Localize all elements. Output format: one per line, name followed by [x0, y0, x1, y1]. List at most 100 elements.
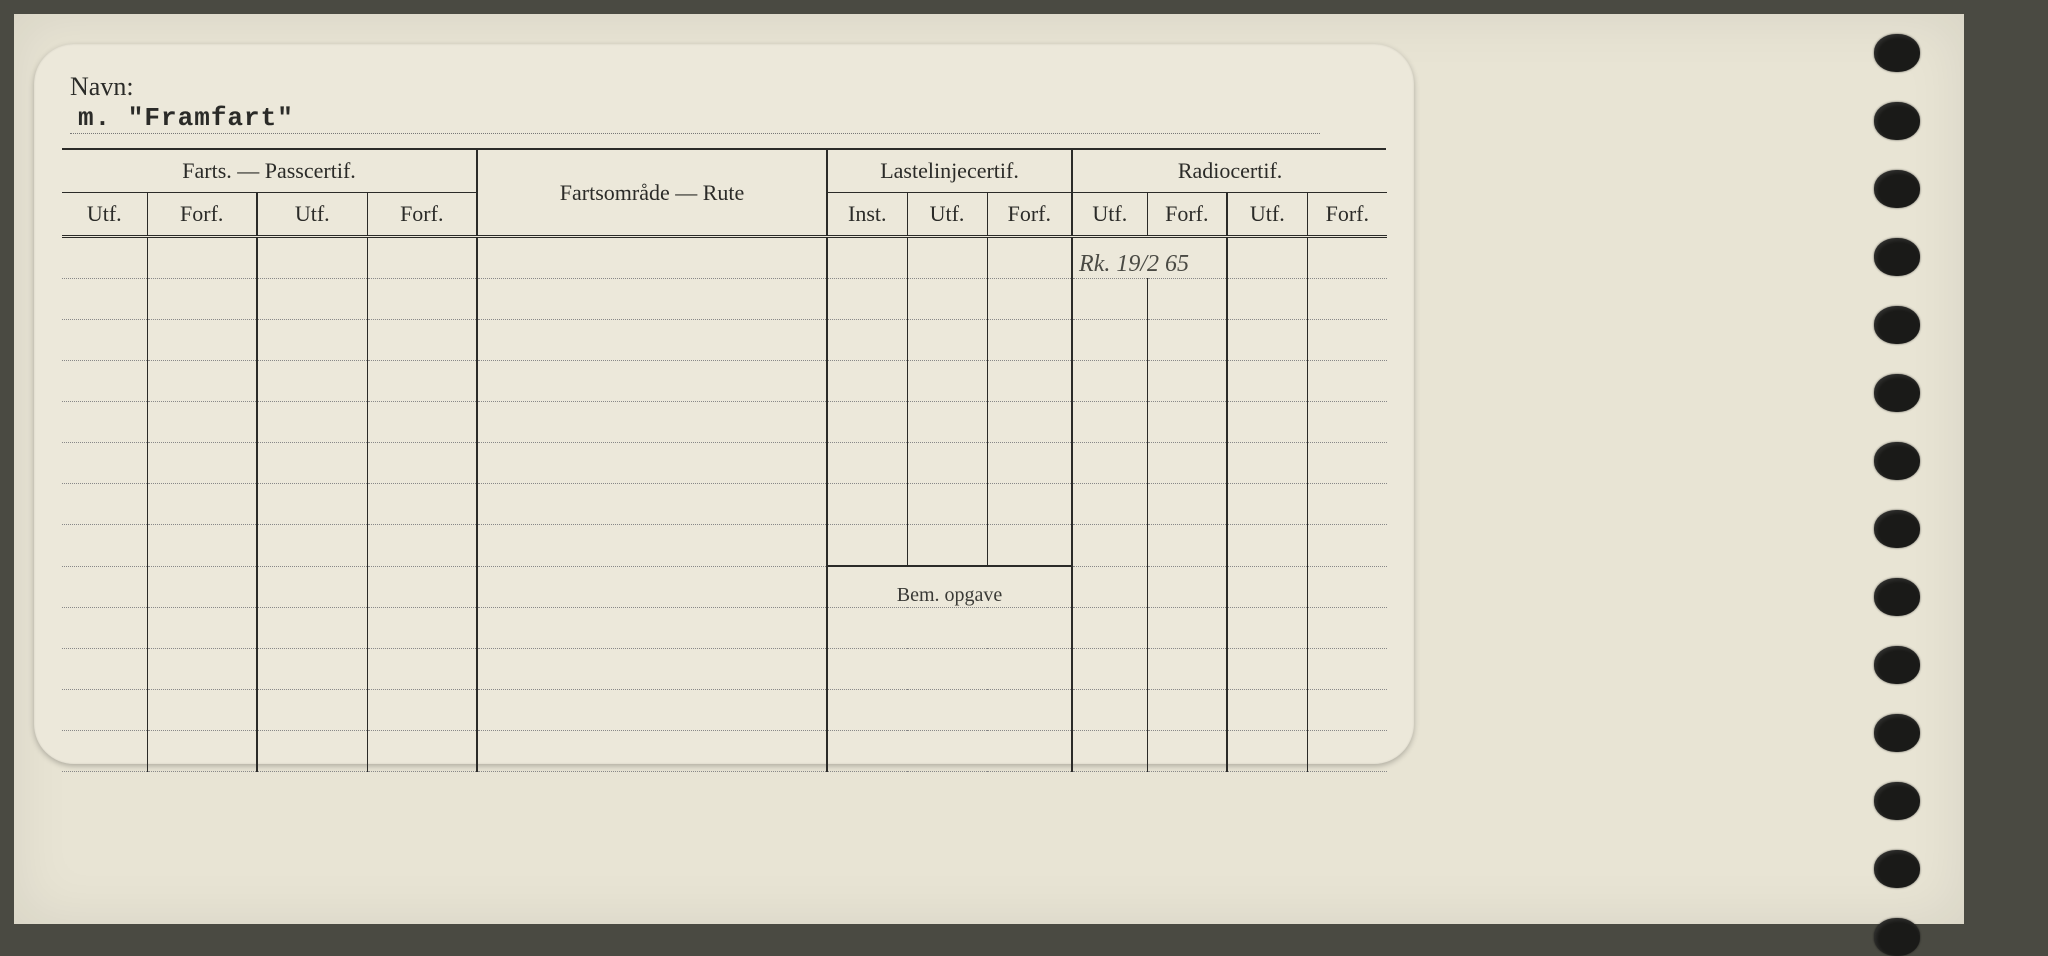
col-laste-forf: Forf.: [987, 193, 1072, 237]
binder-hole: [1874, 102, 1920, 140]
cell-radio: [1072, 279, 1147, 320]
cell-radio: [1227, 279, 1307, 320]
cell-laste: [907, 484, 987, 525]
navn-value: m. "Framfart": [70, 103, 294, 133]
header-bem-opgave: Bem. opgave: [827, 566, 1072, 608]
cell-radio: [1307, 320, 1387, 361]
cell-radio: [1227, 731, 1307, 772]
cell-radio: [1072, 361, 1147, 402]
binder-hole: [1874, 238, 1920, 276]
cell: [367, 237, 477, 279]
cell-radio: [1147, 566, 1227, 608]
cell: [62, 279, 147, 320]
cell-radio: Rk. 19/2 65: [1072, 237, 1227, 279]
cell: [257, 566, 367, 608]
cell: [62, 361, 147, 402]
cell-radio: [1147, 649, 1227, 690]
cell-rute: [477, 320, 827, 361]
table-row: [62, 279, 1387, 320]
cell-laste: [907, 237, 987, 279]
cell: [147, 320, 257, 361]
cell: [62, 443, 147, 484]
cell: [62, 237, 147, 279]
cell-radio: [1147, 608, 1227, 649]
cell: [367, 525, 477, 567]
binder-hole: [1874, 850, 1920, 888]
cell-bem: [827, 649, 1072, 690]
cell: [62, 690, 147, 731]
cell: [147, 484, 257, 525]
cell-radio: [1147, 402, 1227, 443]
cell: [257, 649, 367, 690]
cell: [62, 649, 147, 690]
cell-rute: [477, 649, 827, 690]
cell-laste: [907, 320, 987, 361]
binder-hole: [1874, 442, 1920, 480]
cell: [257, 402, 367, 443]
cell: [147, 443, 257, 484]
cell-radio: [1147, 525, 1227, 567]
cell-rute: [477, 279, 827, 320]
cell-laste: [987, 525, 1072, 567]
cell-bem: [827, 608, 1072, 649]
cell-radio: [1072, 402, 1147, 443]
cell-radio: [1072, 608, 1147, 649]
table-head: Farts. — Passcertif. Fartsområde — Rute …: [62, 150, 1387, 237]
col-farts-utf-2: Utf.: [257, 193, 367, 237]
cell-radio: [1147, 690, 1227, 731]
cell: [62, 566, 147, 608]
cell: [147, 525, 257, 567]
cell: [367, 608, 477, 649]
cell: [367, 731, 477, 772]
certificate-table: Farts. — Passcertif. Fartsområde — Rute …: [62, 150, 1387, 772]
cell-radio: [1307, 484, 1387, 525]
cell: [257, 361, 367, 402]
cell-radio: [1307, 237, 1387, 279]
cell-radio: [1147, 443, 1227, 484]
cell-rute: [477, 443, 827, 484]
header-radiocertif: Radiocertif.: [1072, 150, 1387, 193]
cell-radio: [1307, 279, 1387, 320]
cell-laste: [987, 237, 1072, 279]
cell: [367, 649, 477, 690]
cell-radio: [1227, 237, 1307, 279]
binder-hole: [1874, 646, 1920, 684]
cell-radio: [1072, 320, 1147, 361]
binder-hole: [1874, 374, 1920, 412]
cell-laste: [827, 525, 907, 567]
cell: [257, 320, 367, 361]
binder-hole: [1874, 170, 1920, 208]
cell-radio: [1307, 525, 1387, 567]
cell-radio: [1307, 649, 1387, 690]
col-radio-forf-2: Forf.: [1307, 193, 1387, 237]
cell: [62, 402, 147, 443]
cell-radio: [1307, 402, 1387, 443]
table-row: [62, 690, 1387, 731]
cell-laste: [827, 484, 907, 525]
header-lastelinjecertif: Lastelinjecertif.: [827, 150, 1072, 193]
index-card: Navn: m. "Framfart": [34, 44, 1414, 764]
cell-laste: [987, 484, 1072, 525]
cell: [367, 320, 477, 361]
cell-radio: [1147, 279, 1227, 320]
col-radio-forf-1: Forf.: [1147, 193, 1227, 237]
cell: [257, 731, 367, 772]
col-radio-utf-2: Utf.: [1227, 193, 1307, 237]
cell-rute: [477, 484, 827, 525]
cell: [257, 690, 367, 731]
cell-rute: [477, 608, 827, 649]
cell-laste: [827, 279, 907, 320]
cell-rute: [477, 361, 827, 402]
cell: [257, 608, 367, 649]
cell-laste: [907, 279, 987, 320]
cell-radio: [1072, 649, 1147, 690]
binder-hole: [1874, 510, 1920, 548]
cell: [367, 279, 477, 320]
cell: [147, 279, 257, 320]
cell: [147, 402, 257, 443]
cell-rute: [477, 402, 827, 443]
cell-radio: [1147, 731, 1227, 772]
cell-radio: [1072, 690, 1147, 731]
cell: [367, 566, 477, 608]
col-laste-inst: Inst.: [827, 193, 907, 237]
